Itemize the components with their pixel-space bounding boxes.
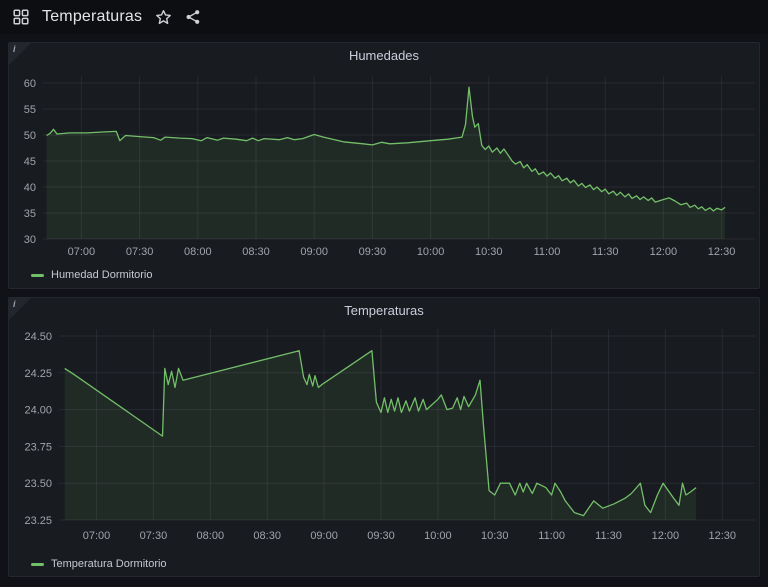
x-tick-label: 11:00 [538, 530, 565, 542]
dashboard-header: Temperaturas [0, 0, 768, 34]
legend-item-humedad-dormitorio[interactable]: Humedad Dormitorio [9, 265, 759, 285]
y-tick-label: 30 [24, 234, 36, 246]
x-tick-label: 12:30 [708, 246, 736, 258]
y-tick-label: 24.50 [24, 331, 52, 343]
x-tick-label: 09:30 [367, 530, 395, 542]
series-line [46, 86, 726, 212]
y-tick-label: 55 [24, 104, 36, 116]
x-tick-label: 08:30 [242, 246, 270, 258]
y-tick-label: 40 [24, 182, 36, 194]
y-tick-label: 24.00 [24, 405, 52, 417]
legend-label: Humedad Dormitorio [51, 269, 153, 281]
dashboard-title: Temperaturas [42, 8, 143, 25]
temperature-chart[interactable]: 23.25 23.50 23.75 24.00 24.25 24.50 07:00 07:30… [9, 324, 759, 554]
x-tick-label: 11:00 [534, 246, 561, 258]
x-tick-label: 07:00 [68, 246, 96, 258]
panel-info-corner[interactable]: i [9, 43, 31, 65]
apps-icon[interactable] [12, 8, 30, 26]
humidity-chart[interactable]: 30 35 40 45 50 55 60 07:00 07:30 08:00 08:30 09:00 0… [9, 69, 759, 265]
y-tick-label: 60 [24, 78, 36, 90]
series-fill [46, 87, 726, 239]
share-icon[interactable] [184, 8, 202, 26]
x-tick-label: 09:00 [300, 246, 328, 258]
info-icon: i [13, 44, 16, 54]
x-tick-label: 07:30 [126, 246, 154, 258]
legend-label: Temperatura Dormitorio [51, 558, 167, 570]
y-tick-label: 24.25 [24, 368, 52, 380]
info-icon: i [13, 299, 16, 309]
y-tick-label: 50 [24, 130, 36, 142]
series-color-dash [31, 562, 44, 566]
x-tick-label: 10:00 [424, 530, 452, 542]
x-tick-label: 10:30 [475, 246, 503, 258]
legend-item-temperatura-dormitorio[interactable]: Temperatura Dormitorio [9, 554, 759, 574]
x-tick-label: 11:30 [595, 530, 622, 542]
series-line [64, 350, 697, 517]
x-tick-label: 10:00 [417, 246, 445, 258]
y-tick-label: 35 [24, 208, 36, 220]
x-tick-label: 08:00 [184, 246, 212, 258]
panel-temperaturas: i Temperaturas 23.25 23.50 23.75 24.00 24.25… [8, 297, 760, 577]
series-fill [64, 350, 697, 520]
x-tick-label: 12:00 [650, 246, 678, 258]
panel-title-temperaturas[interactable]: Temperaturas [344, 303, 424, 318]
x-tick-label: 09:30 [359, 246, 387, 258]
x-tick-label: 12:30 [709, 530, 737, 542]
series-color-dash [31, 273, 44, 277]
y-tick-label: 45 [24, 156, 36, 168]
y-tick-label: 23.75 [24, 441, 52, 453]
x-tick-label: 07:30 [140, 530, 168, 542]
panel-humedades: i Humedades 30 35 40 45 50 55 60 07:00 07:30 08:0… [8, 42, 760, 289]
x-tick-label: 12:00 [652, 530, 680, 542]
x-tick-label: 11:30 [592, 246, 619, 258]
x-tick-label: 08:30 [253, 530, 281, 542]
x-tick-label: 07:00 [83, 530, 111, 542]
star-icon[interactable] [154, 8, 172, 26]
x-tick-label: 08:00 [197, 530, 225, 542]
x-tick-label: 10:30 [481, 530, 509, 542]
x-tick-label: 09:00 [310, 530, 338, 542]
panel-title-humedades[interactable]: Humedades [348, 48, 420, 63]
y-tick-label: 23.50 [24, 478, 52, 490]
panel-info-corner[interactable]: i [9, 298, 31, 320]
y-tick-label: 23.25 [24, 515, 52, 527]
